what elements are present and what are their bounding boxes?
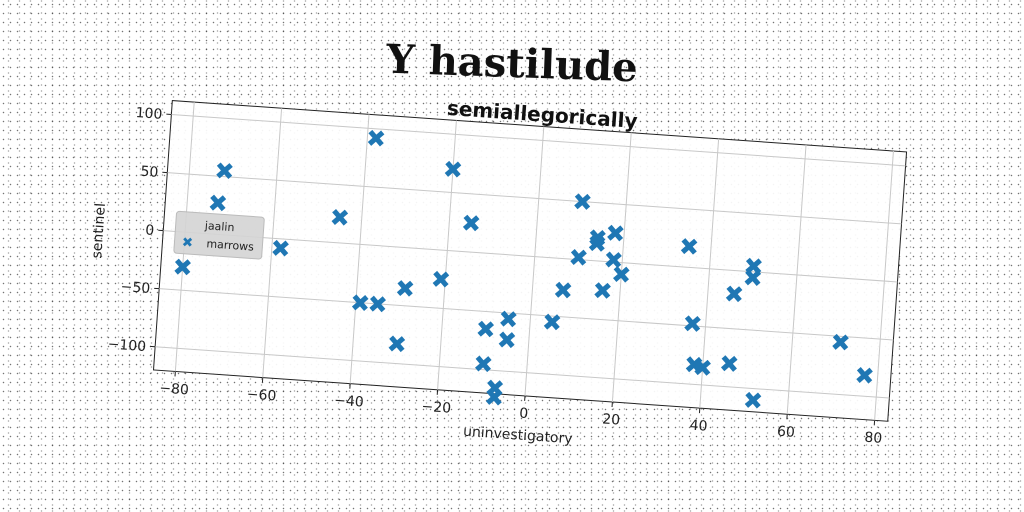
data-point bbox=[396, 280, 414, 297]
data-point bbox=[832, 333, 849, 351]
data-point bbox=[498, 331, 516, 349]
x-grid-line bbox=[786, 144, 807, 415]
data-point bbox=[367, 129, 385, 147]
data-point bbox=[351, 294, 369, 312]
data-point bbox=[272, 239, 289, 257]
data-point bbox=[554, 281, 572, 299]
data-point bbox=[856, 367, 873, 384]
y-grid-line bbox=[155, 346, 890, 399]
y-grid-line bbox=[159, 288, 894, 341]
data-point bbox=[462, 214, 480, 232]
data-point bbox=[607, 224, 624, 242]
y-tick-label: 50 bbox=[140, 164, 159, 181]
data-point bbox=[209, 194, 227, 212]
data-point bbox=[570, 249, 587, 266]
data-point bbox=[694, 359, 711, 376]
x-axis-label: uninvestigatory bbox=[463, 424, 574, 448]
y-tick-label: −50 bbox=[120, 279, 151, 297]
x-grid-line bbox=[262, 108, 283, 378]
data-point bbox=[216, 162, 233, 180]
data-point bbox=[500, 310, 517, 328]
data-point bbox=[477, 320, 495, 338]
legend-entry-label: marrows bbox=[206, 237, 255, 253]
axis-ticks: −80 −60 −40 −20 0 20 40 60 80 −100 −50 0 50 100 bbox=[107, 105, 883, 447]
x-tick-label: 40 bbox=[689, 417, 708, 434]
x-tick-label: 80 bbox=[864, 430, 883, 447]
x-grid-line bbox=[611, 132, 632, 403]
y-tick-label: 100 bbox=[135, 105, 163, 123]
data-point bbox=[594, 282, 611, 299]
x-grid-line bbox=[437, 120, 457, 390]
data-point bbox=[444, 160, 462, 178]
data-point bbox=[331, 209, 349, 226]
data-point bbox=[605, 251, 622, 269]
x-grid-line bbox=[699, 138, 720, 409]
data-point bbox=[684, 315, 701, 332]
data-point bbox=[745, 257, 762, 275]
legend-box bbox=[173, 210, 265, 260]
data-point bbox=[475, 355, 492, 373]
y-grid-line bbox=[167, 172, 902, 225]
x-tick-label: 60 bbox=[776, 424, 795, 441]
data-point bbox=[432, 270, 450, 288]
x-grid-line bbox=[874, 150, 894, 421]
y-axis-label: sentinel bbox=[89, 203, 109, 260]
data-point bbox=[174, 258, 191, 276]
x-tick-label: −20 bbox=[421, 399, 452, 417]
y-tick-label: 0 bbox=[145, 222, 155, 239]
x-grid-line bbox=[524, 126, 545, 396]
x-grid-line bbox=[349, 114, 370, 384]
data-point bbox=[720, 355, 738, 372]
x-tick-label: 20 bbox=[602, 411, 621, 428]
data-points bbox=[174, 129, 873, 409]
legend: jaalin marrows bbox=[173, 210, 265, 260]
y-tick-label: −100 bbox=[107, 336, 146, 355]
data-point bbox=[744, 391, 762, 409]
y-grid-line bbox=[171, 114, 906, 167]
data-point bbox=[574, 193, 591, 210]
legend-marker-icon bbox=[182, 237, 193, 247]
x-tick-label: 0 bbox=[519, 406, 529, 423]
data-point bbox=[485, 388, 503, 406]
data-point bbox=[589, 229, 606, 246]
data-point bbox=[388, 335, 406, 353]
data-point bbox=[613, 266, 630, 283]
data-point bbox=[725, 285, 743, 303]
data-point bbox=[369, 295, 386, 313]
plot-area bbox=[152, 100, 908, 422]
grid-lines bbox=[155, 102, 906, 421]
legend-title: jaalin bbox=[203, 219, 234, 234]
y-grid-line bbox=[163, 230, 898, 283]
x-tick-label: −40 bbox=[334, 393, 365, 411]
data-point bbox=[680, 238, 698, 255]
data-point bbox=[543, 313, 561, 331]
legend-marker bbox=[182, 237, 193, 247]
x-tick-label: −80 bbox=[159, 380, 190, 398]
x-tick-label: −60 bbox=[246, 387, 277, 405]
